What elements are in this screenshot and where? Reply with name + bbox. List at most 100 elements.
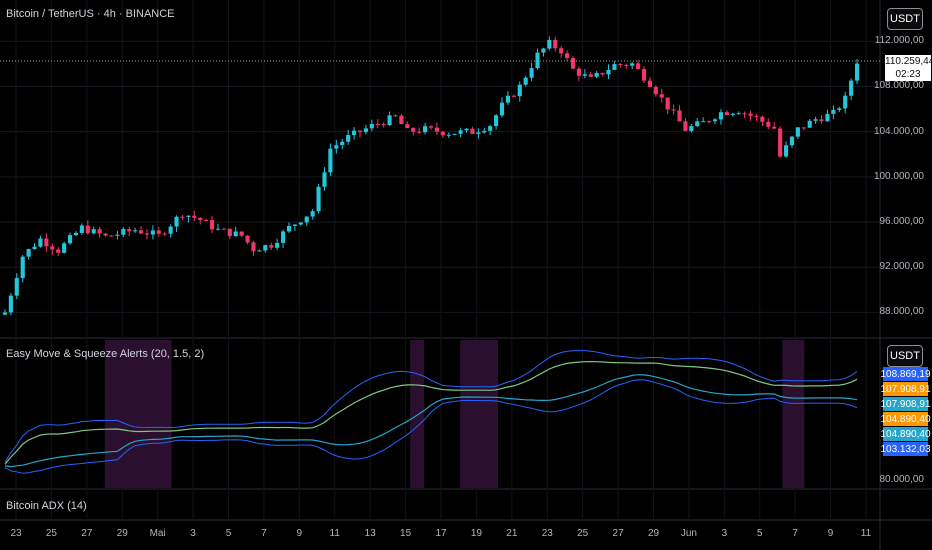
candle-body — [280, 231, 286, 243]
candle-body — [511, 95, 516, 97]
time-axis-label: 9 — [827, 528, 834, 539]
candle-body — [44, 238, 49, 247]
time-axis-label: 29 — [647, 528, 660, 539]
candle-body — [565, 53, 570, 59]
candle-body — [133, 230, 138, 232]
candle-body — [221, 228, 226, 230]
time-axis-label: 21 — [506, 528, 518, 539]
candle-body — [428, 126, 434, 128]
candle-body — [121, 229, 126, 235]
adx-title: Bitcoin ADX (14) — [6, 500, 87, 512]
squeeze-zone — [104, 340, 172, 488]
candle-body — [204, 220, 209, 222]
time-axis-label: 19 — [470, 528, 482, 539]
candle-body — [192, 215, 197, 218]
candle-body — [446, 134, 451, 136]
candle-body — [381, 124, 386, 126]
candle-body — [570, 58, 576, 69]
time-axis-label: 13 — [364, 528, 376, 539]
lower-band — [4, 379, 858, 474]
candle-body — [766, 121, 771, 127]
indicator-value-label: 107.908,91 — [880, 382, 931, 396]
candle-body — [807, 120, 812, 128]
indicator-value-label: 104.890,40 — [880, 412, 931, 426]
candle-body — [789, 136, 795, 146]
price-axis-label: 92.000,00 — [879, 261, 925, 273]
candle-body — [263, 245, 268, 251]
candle-body — [529, 68, 534, 78]
time-axis-label: 5 — [225, 528, 232, 539]
candle-body — [701, 121, 706, 123]
candle-body — [470, 128, 475, 134]
candle-body — [553, 39, 558, 49]
candle-body — [778, 128, 783, 157]
time-axis-label: 7 — [792, 528, 798, 539]
candle-body — [79, 225, 84, 233]
indicator-currency-button[interactable]: USDT — [887, 345, 923, 367]
time-axis-label: 7 — [261, 528, 267, 539]
price-axis-label: 96.000,00 — [879, 216, 925, 228]
indicator-axis-bottom: 80.000,00 — [879, 474, 925, 485]
candle-body — [387, 115, 392, 126]
candle-body — [452, 133, 457, 135]
current-price: 110.259,44 — [885, 55, 932, 67]
lower-mid-line — [4, 374, 858, 468]
price-axis-label: 100.000,00 — [873, 170, 924, 182]
time-axis-label: 17 — [435, 528, 447, 539]
candle-body — [624, 64, 629, 66]
candle-body — [576, 68, 582, 76]
candle-body — [559, 48, 564, 54]
candle-body — [423, 126, 428, 133]
candle-body — [748, 113, 753, 116]
candle-body — [819, 119, 824, 122]
indicator-value-label: 107.908,91 — [880, 397, 931, 411]
time-axis-label: 15 — [400, 528, 412, 539]
candle-body — [26, 249, 31, 257]
time-axis-label: 25 — [577, 528, 589, 539]
candle-body — [369, 124, 374, 129]
candle-body — [730, 113, 735, 115]
time-axis-label: 11 — [329, 528, 340, 539]
candle-body — [665, 97, 670, 110]
candle-body — [85, 225, 90, 234]
candle-body — [594, 72, 599, 77]
candle-body — [754, 115, 759, 117]
candle-body — [138, 230, 144, 234]
currency-button[interactable]: USDT — [887, 8, 923, 30]
upper-band — [4, 350, 858, 463]
time-axis-label: 3 — [190, 528, 196, 539]
candle-body — [50, 246, 55, 250]
candle-body — [399, 115, 404, 125]
candle-body — [671, 109, 676, 111]
candle-body — [641, 69, 647, 81]
price-axis-label: 112.000,00 — [874, 35, 924, 47]
candle-body — [109, 235, 114, 237]
indicator-value-label: 104.890,40 — [880, 427, 931, 441]
candle-body — [476, 132, 481, 134]
time-axis-label: 23 — [10, 528, 22, 539]
time-axis-label: 11 — [860, 528, 872, 539]
candle-body — [298, 222, 303, 225]
candle-body — [275, 242, 280, 248]
time-axis-label: 9 — [296, 528, 303, 539]
candle-body — [547, 39, 552, 49]
candle-body — [795, 127, 800, 137]
candle-body — [215, 228, 221, 230]
candle-body — [334, 145, 339, 149]
candle-body — [718, 112, 724, 120]
candle-body — [825, 113, 830, 122]
candle-body — [742, 113, 747, 115]
candle-body — [209, 220, 215, 230]
candle-body — [849, 80, 854, 96]
candle-body — [772, 126, 777, 129]
candle-body — [588, 74, 593, 77]
candle-body — [14, 278, 19, 296]
candle-body — [724, 112, 729, 115]
candle-body — [257, 250, 262, 252]
candle-body — [683, 121, 688, 131]
candle-body — [499, 102, 505, 116]
candle-body — [186, 215, 191, 217]
candle-body — [411, 128, 416, 132]
candle-body — [8, 295, 13, 313]
